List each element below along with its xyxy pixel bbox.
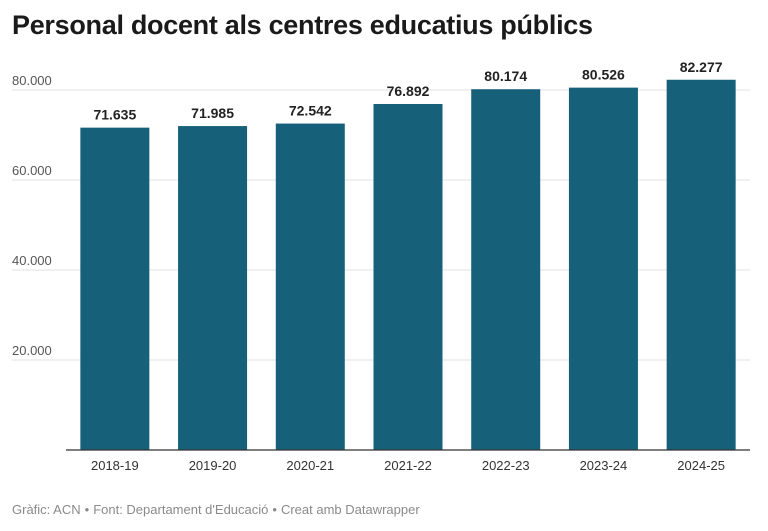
x-tick-label: 2019-20 — [189, 458, 237, 473]
bar-2019-20 — [178, 126, 248, 450]
footer-separator: • — [84, 502, 90, 517]
bar-2022-23 — [471, 89, 541, 450]
bars — [80, 79, 736, 451]
y-axis-tick-labels: 20.000 40.000 60.000 80.000 — [12, 73, 52, 358]
bar-2024-25 — [666, 79, 736, 450]
chart-credit: Gràfic: ACN — [12, 502, 81, 517]
bar-value-label: 80.174 — [484, 68, 527, 84]
y-tick-label: 80.000 — [12, 73, 52, 88]
bar-value-label: 80.526 — [582, 67, 625, 83]
y-tick-label: 60.000 — [12, 163, 52, 178]
x-tick-label: 2018-19 — [91, 458, 139, 473]
bar-2021-22 — [373, 103, 443, 451]
y-tick-label: 40.000 — [12, 253, 52, 268]
x-tick-label: 2022-23 — [482, 458, 530, 473]
x-axis-tick-labels: 2018-19 2019-20 2020-21 2021-22 2022-23 2023-… — [91, 458, 725, 473]
bar-value-labels: 71.635 71.985 72.542 76.892 80.174 80.526 82.2… — [93, 59, 722, 123]
bar-value-label: 71.635 — [93, 107, 136, 123]
footer-separator: • — [272, 502, 277, 517]
chart-source: Font: Departament d'Educació — [93, 502, 269, 517]
bar-2018-19 — [80, 127, 150, 450]
x-tick-label: 2021-22 — [384, 458, 432, 473]
x-tick-label: 2023-24 — [580, 458, 628, 473]
bar-value-label: 72.542 — [289, 103, 332, 119]
y-tick-label: 20.000 — [12, 343, 52, 358]
chart-tool-credit: Creat amb Datawrapper — [280, 502, 420, 517]
bar-value-label: 76.892 — [387, 83, 430, 99]
bar-2020-21 — [275, 123, 345, 450]
bar-value-label: 82.277 — [680, 59, 723, 75]
bar-2023-24 — [568, 87, 638, 451]
bar-value-label: 71.985 — [191, 105, 234, 121]
chart-title: Personal docent als centres educatius pú… — [12, 10, 593, 40]
chart-footer: Gràfic: ACN • Font: Departament d'Educació… — [12, 502, 420, 517]
x-tick-label: 2020-21 — [286, 458, 334, 473]
x-tick-label: 2024-25 — [677, 458, 725, 473]
